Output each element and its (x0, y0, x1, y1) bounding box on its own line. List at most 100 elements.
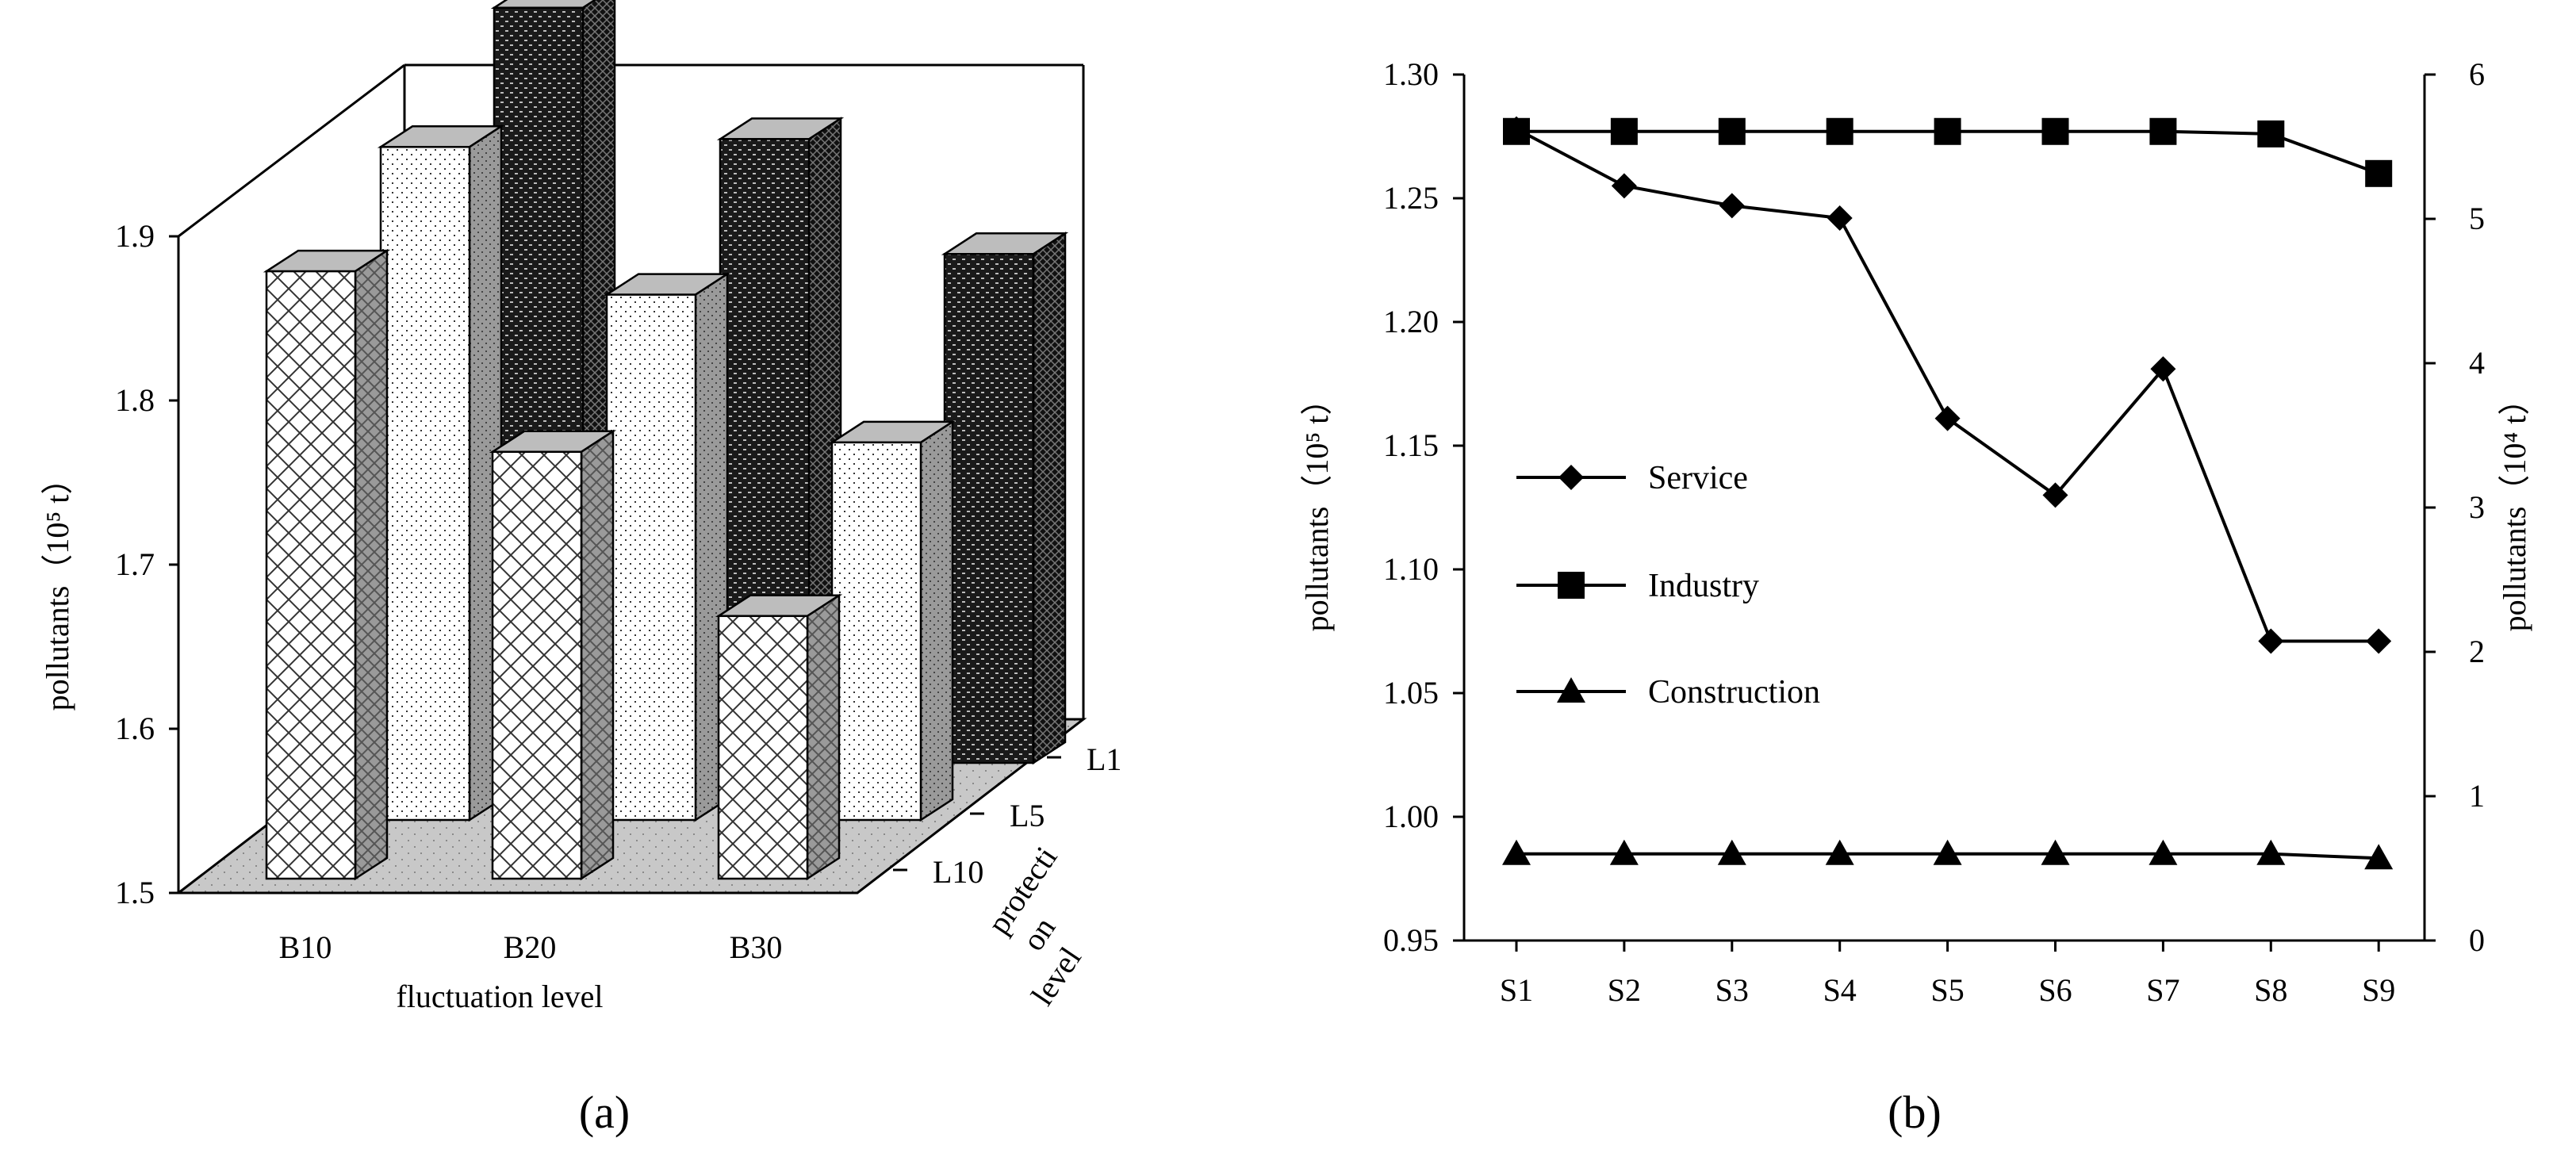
chart-a-bar (828, 420, 956, 822)
chart-b-point-diamond (1611, 173, 1637, 199)
chart-b-xtick-label: S1 (1500, 972, 1533, 1008)
chart-b-ylabel-left: pollutants（10⁵ t） (1299, 384, 1335, 632)
chart-b-left-tick-label: 0.95 (1383, 922, 1439, 958)
chart-a-bar (263, 248, 391, 881)
chart-a-bar-front (379, 146, 471, 822)
chart-a-zlabel: protecti on level (980, 840, 1088, 1012)
chart-b-left-tick-label: 1.10 (1383, 551, 1439, 587)
chart-b-right-tick-label: 2 (2469, 634, 2485, 669)
chart-a-depth-label: L5 (1010, 798, 1045, 833)
chart-a-depth-ticks: L1 L5 L10 (893, 741, 1121, 890)
chart-b-point-triangle (1609, 839, 1639, 865)
chart-b-right-tick-label: 5 (2469, 201, 2485, 236)
chart-b-point-triangle (2256, 839, 2286, 865)
chart-b-point-diamond (2366, 628, 2392, 654)
chart-a-bars (263, 0, 1069, 881)
chart-a-bar-side (919, 420, 954, 822)
chart-a-bar-front (265, 270, 357, 880)
chart-b-legend-item: Service (1516, 460, 1748, 496)
chart-a-bar-side (1032, 231, 1067, 765)
chart-b-axes (1462, 75, 2426, 942)
chart-a-bar-front (605, 293, 697, 822)
chart-b-point-square (1610, 117, 1638, 145)
chart-b-xtick-label: S4 (1823, 972, 1857, 1008)
chart-b-point-triangle (1825, 839, 1854, 865)
chart-a-bar-front (491, 450, 583, 880)
chart-b-legend-item: Construction (1516, 674, 1820, 711)
chart-a-xtick-label: B10 (279, 929, 332, 965)
chart-a-bar-front (830, 441, 922, 822)
chart-b-left-tick-label: 1.25 (1383, 180, 1439, 216)
chart-b-legend-marker (1558, 572, 1585, 599)
chart-b-point-diamond (2042, 482, 2068, 508)
chart-b-point-diamond (1934, 405, 1961, 431)
chart-b-series-line (1516, 127, 2379, 643)
chart-b-left-tick-label: 1.05 (1383, 675, 1439, 711)
chart-a-ytick-label: 1.5 (115, 875, 155, 910)
chart-a-depth-label: L10 (933, 854, 983, 890)
chart-b-series (1502, 116, 2394, 870)
chart-b-point-triangle (1502, 839, 1531, 865)
chart-b-xtick-label: S2 (1608, 972, 1641, 1008)
chart-b-right-tick-label: 3 (2469, 489, 2485, 525)
chart-b-point-square (2041, 117, 2069, 145)
chart-b-right-tick-label: 0 (2469, 922, 2485, 958)
chart-a-3d-bar: 1.5 1.6 1.7 1.8 1.9 B10 B20 B30 L1 L5 L10 pollut… (40, 0, 1121, 1138)
chart-b-right-tick-label: 4 (2469, 345, 2485, 381)
chart-b-left-tick-label: 1.15 (1383, 427, 1439, 463)
chart-b-legend: Service Industry Construction (1516, 460, 1820, 711)
chart-b-point-triangle (1717, 839, 1746, 865)
chart-b-point-diamond (2150, 356, 2176, 382)
chart-a-xtick-label: B20 (504, 929, 557, 965)
chart-b-point-diamond (1719, 193, 1745, 219)
chart-b-point-square (1718, 117, 1746, 145)
chart-b-point-triangle (2364, 844, 2394, 870)
chart-b-legend-label: Service (1648, 460, 1748, 496)
chart-a-ylabel: pollutants（10⁵ t） (40, 463, 75, 711)
chart-a-x-ticks: B10 B20 B30 (279, 929, 783, 965)
chart-b-point-triangle (2149, 839, 2178, 865)
chart-b-point-diamond (1827, 205, 1853, 231)
chart-b-point-square (1934, 117, 1961, 145)
chart-b-series-industry (1503, 117, 2393, 187)
chart-a-ytick-label: 1.6 (115, 711, 155, 746)
chart-a-bar (377, 124, 505, 822)
chart-b-xtick-label: S6 (2038, 972, 2072, 1008)
chart-b-point-square (1503, 117, 1530, 145)
chart-a-xlabel: fluctuation level (396, 979, 603, 1014)
chart-a-bar (603, 272, 731, 822)
chart-a-bar-side (580, 429, 615, 881)
chart-a-ytick-label: 1.7 (115, 546, 155, 582)
chart-a-bar (941, 231, 1069, 765)
chart-b-legend-marker (1558, 465, 1584, 490)
chart-a-bar-side (354, 248, 389, 881)
panel-a-label: (a) (579, 1086, 630, 1138)
chart-b-ylabel-right: pollutants（10⁴ t） (2497, 384, 2532, 632)
chart-b-point-square (1826, 117, 1853, 145)
chart-b-legend-marker (1557, 677, 1585, 703)
chart-b-xtick-label: S3 (1715, 972, 1749, 1008)
chart-b-point-square (2257, 120, 2285, 147)
chart-a-zlabel-line-3: level (1024, 941, 1088, 1012)
chart-a-bar-front (943, 253, 1035, 764)
chart-b-line: 0.95 1.00 1.05 1.10 1.15 1.20 1.25 1.30 0 1 2 3 4 5 6… (1299, 56, 2532, 1138)
chart-a-bar (715, 593, 843, 881)
chart-b-legend-label: Construction (1648, 674, 1820, 711)
chart-b-point-diamond (2258, 628, 2284, 654)
chart-b-xtick-label: S5 (1930, 972, 1964, 1008)
chart-a-ytick-label: 1.8 (115, 382, 155, 418)
chart-a-bar (489, 429, 617, 881)
chart-a-xtick-label: B30 (730, 929, 783, 965)
chart-b-right-tick-label: 6 (2469, 56, 2485, 92)
chart-a-depth-label: L1 (1087, 741, 1121, 777)
chart-b-point-triangle (2041, 839, 2070, 865)
chart-b-series-service (1504, 116, 2392, 654)
chart-a-ytick-label: 1.9 (115, 218, 155, 254)
chart-b-xtick-label: S8 (2254, 972, 2287, 1008)
chart-a-bar-front (717, 615, 809, 880)
chart-b-series-construction (1502, 839, 2394, 870)
chart-b-right-ticks: 0 1 2 3 4 5 6 (2425, 56, 2485, 958)
chart-a-bar-side (806, 593, 841, 881)
chart-b-right-tick-label: 1 (2469, 778, 2485, 814)
